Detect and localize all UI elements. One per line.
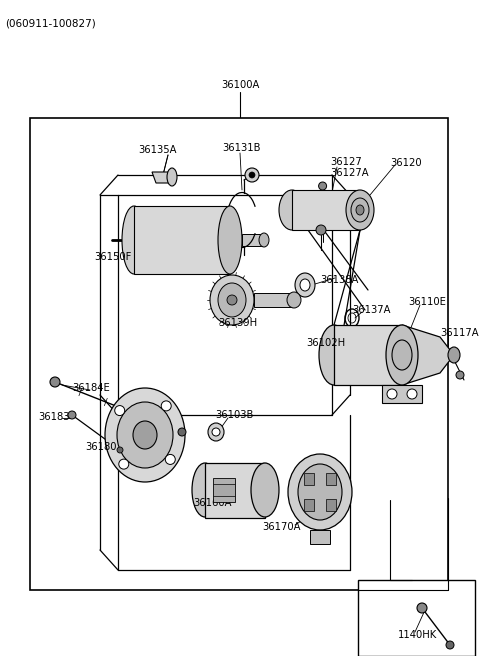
Ellipse shape [295,273,315,297]
Ellipse shape [288,454,352,530]
Ellipse shape [50,377,60,387]
Ellipse shape [417,603,427,613]
Ellipse shape [249,172,255,178]
Ellipse shape [218,283,246,317]
Text: 36184E: 36184E [72,383,110,393]
Bar [310,530,330,544]
Bar [334,325,402,385]
Ellipse shape [119,459,129,469]
Bar [304,499,314,511]
Text: 36103B: 36103B [215,410,253,420]
Ellipse shape [208,423,224,441]
Ellipse shape [117,402,173,468]
Text: 36127: 36127 [330,157,362,167]
Ellipse shape [279,190,305,230]
Ellipse shape [227,295,237,305]
Text: 36170A: 36170A [262,522,300,532]
Text: 36131B: 36131B [222,143,261,153]
Ellipse shape [300,279,310,291]
Text: 36102H: 36102H [306,338,345,348]
Polygon shape [402,325,454,385]
Ellipse shape [346,190,374,230]
Ellipse shape [192,463,218,517]
Ellipse shape [251,463,279,517]
Bar [358,580,475,656]
Ellipse shape [210,275,254,325]
Ellipse shape [319,182,326,190]
Ellipse shape [356,205,364,215]
Text: 36110E: 36110E [408,297,446,307]
Ellipse shape [456,371,464,379]
Bar [254,293,294,307]
Bar [292,190,360,230]
Text: 36127A: 36127A [330,168,369,178]
Bar [134,206,230,274]
Ellipse shape [446,641,454,649]
Text: 36117A: 36117A [440,328,479,338]
Ellipse shape [448,347,460,363]
Ellipse shape [386,325,418,385]
Bar [205,463,265,518]
Ellipse shape [287,292,301,308]
Text: 36139H: 36139H [218,318,257,328]
Ellipse shape [122,206,146,274]
Bar [325,499,336,511]
Bar [30,118,448,590]
Text: 36150F: 36150F [94,252,132,262]
Text: 36138A: 36138A [320,275,359,285]
Bar [242,234,264,246]
Text: 1140HK: 1140HK [398,630,437,640]
Text: 36137A: 36137A [352,305,391,315]
Ellipse shape [351,198,369,222]
Ellipse shape [167,168,177,186]
Ellipse shape [105,388,185,482]
Ellipse shape [407,389,417,399]
Bar [382,385,422,403]
Ellipse shape [319,325,349,385]
Ellipse shape [133,421,157,449]
Ellipse shape [165,455,175,464]
Ellipse shape [178,428,186,436]
Text: 36160A: 36160A [193,498,231,508]
Polygon shape [152,172,172,183]
Ellipse shape [298,464,342,520]
Bar [304,473,314,485]
Ellipse shape [245,168,259,182]
Ellipse shape [68,411,76,419]
Ellipse shape [115,405,125,415]
Text: 36120: 36120 [390,158,421,168]
Ellipse shape [117,447,123,453]
Ellipse shape [259,233,269,247]
Ellipse shape [387,389,397,399]
Ellipse shape [161,401,171,411]
Text: (060911-100827): (060911-100827) [5,18,96,28]
Ellipse shape [392,340,412,370]
Text: 36180: 36180 [85,442,117,452]
Text: 36100A: 36100A [221,80,259,90]
Bar [213,478,235,502]
Text: 36135A: 36135A [138,145,177,155]
Ellipse shape [212,428,220,436]
Text: 36183: 36183 [38,412,70,422]
Ellipse shape [316,225,326,235]
Bar [213,484,235,496]
Bar [325,473,336,485]
Ellipse shape [218,206,242,274]
